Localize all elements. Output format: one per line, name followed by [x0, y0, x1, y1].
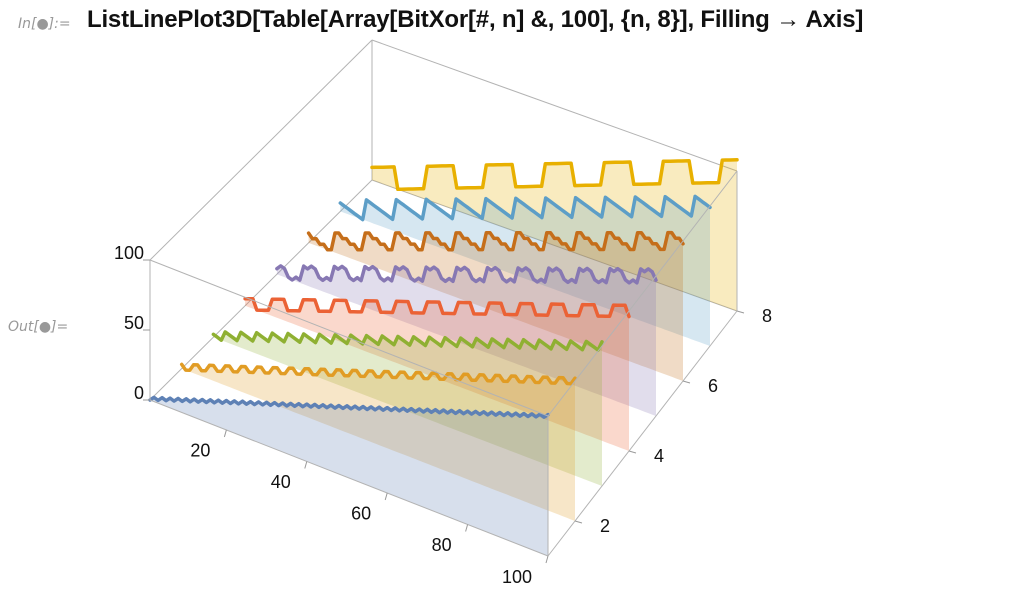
x-tick-label-100: 100 [502, 567, 532, 587]
x-tick-label-20: 20 [190, 441, 210, 461]
fill-layer [150, 159, 737, 556]
line-series-2[interactable] [179, 362, 577, 386]
line-series-1[interactable] [148, 395, 550, 419]
box-edge-bottom-back [371, 179, 738, 312]
box-edge-bottom-left [149, 179, 373, 401]
line-series-3[interactable] [211, 330, 604, 352]
line-series-8[interactable] [370, 158, 739, 192]
x-tick-label-40: 40 [271, 472, 291, 492]
output-cell-label: Out[●]= [8, 319, 69, 335]
line-series-7[interactable] [338, 194, 712, 222]
bounding-box-back [149, 39, 738, 401]
box-edge-top-right [547, 170, 738, 417]
x-tick-mark [223, 429, 227, 438]
y-tick-label-4: 4 [654, 446, 664, 466]
y-tick-mark [682, 380, 691, 384]
y-tick-mark [736, 310, 745, 314]
line-series-5[interactable] [275, 264, 658, 285]
x-tick-label-80: 80 [432, 535, 452, 555]
x-tick-mark [384, 492, 388, 501]
box-edge-bottom-front [149, 399, 549, 557]
x-tick-mark [465, 524, 469, 532]
y-tick-mark [628, 450, 637, 454]
y-tick-label-2: 2 [600, 516, 610, 536]
box-edge-top-left [149, 39, 373, 261]
fill-series-8 [372, 159, 737, 311]
x-tick-mark [545, 555, 549, 564]
input-cell-label: In[●]:= [18, 16, 71, 32]
box-edge-top-back [371, 39, 738, 172]
x-tick-mark [304, 461, 308, 469]
box-edge-bottom-right [547, 310, 738, 557]
x-tick-label-60: 60 [351, 504, 371, 524]
z-tick-label-0: 0 [134, 383, 144, 403]
y-tick-mark [574, 520, 583, 524]
box-edge-top-front [149, 259, 549, 417]
fill-series-7 [340, 196, 710, 346]
line-series-4[interactable] [243, 296, 631, 319]
z-tick-label-50: 50 [124, 313, 144, 333]
input-code[interactable]: ListLinePlot3D[Table[Array[BitXor[#, n] … [87, 6, 864, 33]
z-tick-label-100: 100 [114, 243, 144, 263]
series-layer [148, 158, 739, 419]
line-series-6[interactable] [306, 230, 685, 252]
fill-series-1 [150, 397, 548, 556]
y-tick-label-6: 6 [708, 376, 718, 396]
y-tick-label-8: 8 [762, 306, 772, 326]
